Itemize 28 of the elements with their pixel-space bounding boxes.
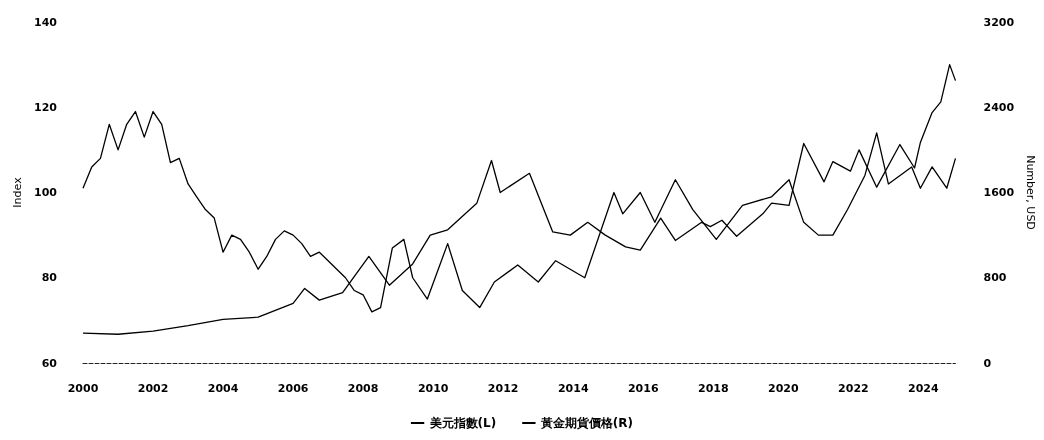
x-tick-label: 2024 xyxy=(908,382,940,395)
x-tick-label: 2010 xyxy=(417,382,449,395)
line-series xyxy=(82,63,957,335)
y-axis-title: Index xyxy=(11,176,25,208)
y2-tick-label: 0 xyxy=(983,356,992,370)
x-tick-label: 2008 xyxy=(347,382,379,395)
y2-tick-label: 2400 xyxy=(983,100,1015,114)
y2-tick-label: 800 xyxy=(983,271,1007,285)
legend-label: 美元指數(L) xyxy=(428,416,497,430)
x-tick-label: 2022 xyxy=(838,382,869,395)
x-tick-label: 2018 xyxy=(698,382,729,395)
x-tick-label: 2006 xyxy=(277,382,309,395)
x-tick-label: 2004 xyxy=(207,382,239,395)
x-tick-label: 2016 xyxy=(627,382,659,395)
y2-axis-title: Number, USD xyxy=(1024,155,1037,230)
y2-tick-label: 3200 xyxy=(983,15,1015,29)
y-tick-label: 60 xyxy=(41,356,58,370)
x-tick-label: 2012 xyxy=(487,382,519,395)
legend-label: 黃金期貨價格(R) xyxy=(539,416,634,430)
x-tick-label: 2020 xyxy=(768,382,799,395)
x-tick-label: 2000 xyxy=(67,382,99,395)
y-tick-label: 80 xyxy=(41,271,58,285)
y-tick-label: 120 xyxy=(34,100,58,114)
y-tick-label: 140 xyxy=(34,15,58,29)
y2-tick-label: 1600 xyxy=(983,186,1015,199)
x-tick-label: 2014 xyxy=(557,382,589,395)
y-tick-label: 100 xyxy=(34,186,58,199)
x-tick-label: 2002 xyxy=(137,382,169,395)
